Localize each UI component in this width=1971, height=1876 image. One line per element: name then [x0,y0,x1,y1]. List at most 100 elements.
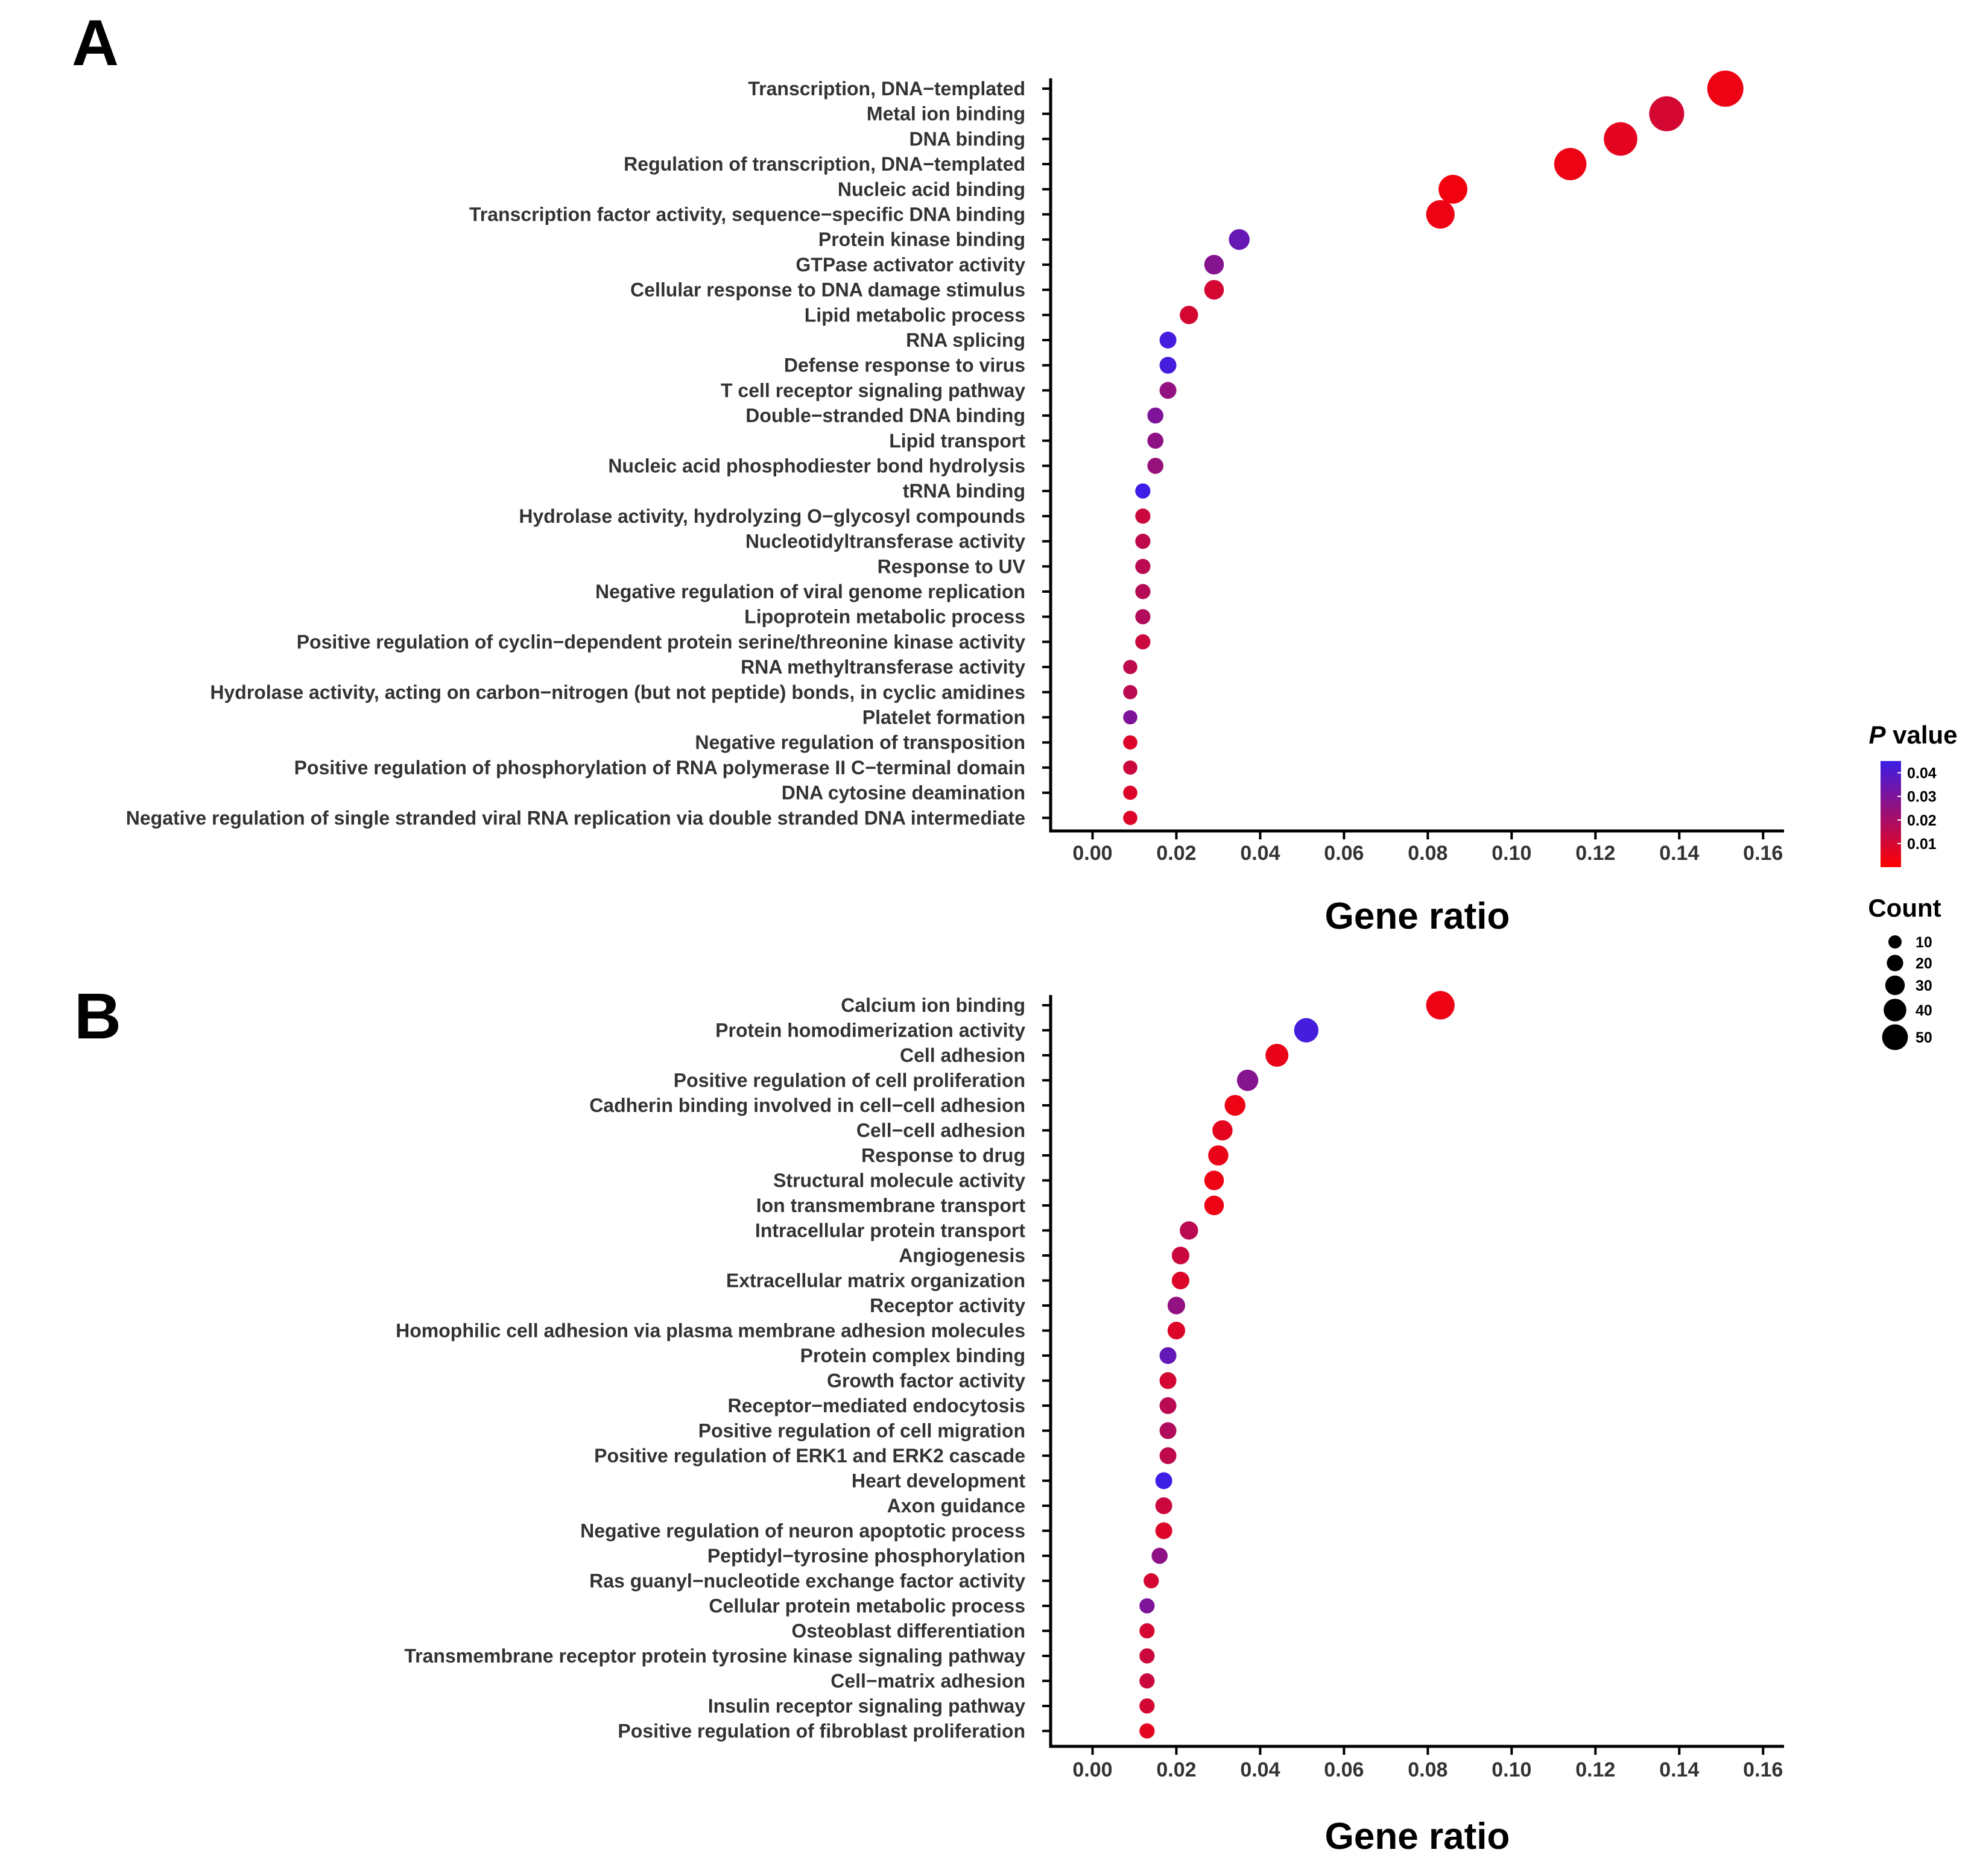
data-point [1123,810,1137,826]
term-label: Positive regulation of fibroblast prolif… [618,1720,1025,1742]
x-tick-label: 0.12 [1575,1758,1615,1781]
pvalue-colorbar [1881,761,1901,867]
term-label: Negative regulation of neuron apoptotic … [580,1520,1025,1542]
term-label: Metal ion binding [867,103,1025,125]
count-legend-dot [1887,955,1903,971]
x-tick-label: 0.10 [1492,1758,1531,1781]
data-point [1147,432,1164,449]
data-point [1208,1145,1229,1166]
panel-letter: B [74,979,121,1052]
x-tick-label: 0.02 [1156,842,1196,865]
data-point [1155,1472,1172,1489]
data-point [1604,122,1637,156]
term-label: Positive regulation of ERK1 and ERK2 cas… [594,1445,1025,1467]
term-label: Hydrolase activity, hydrolyzing O−glycos… [519,505,1025,527]
data-point [1438,174,1467,204]
term-label: Transmembrane receptor protein tyrosine … [404,1645,1025,1667]
x-tick-label: 0.16 [1743,1758,1783,1781]
data-point [1159,356,1177,374]
term-label: Ion transmembrane transport [756,1195,1026,1216]
data-point [1139,1698,1155,1714]
data-point [1159,1397,1177,1414]
term-label: Response to UV [878,555,1026,577]
term-label: Positive regulation of cell migration [698,1420,1025,1442]
data-point [1236,1069,1259,1091]
term-label: Lipoprotein metabolic process [744,606,1025,628]
x-tick-label: 0.08 [1408,1758,1447,1781]
data-point [1151,1547,1168,1564]
data-point [1159,1347,1177,1364]
data-point [1123,735,1137,750]
x-tick-label: 0.14 [1659,842,1699,865]
data-point [1159,332,1177,349]
x-tick-label: 0.06 [1324,1758,1364,1781]
term-label: DNA binding [909,128,1025,150]
data-point [1155,1497,1172,1514]
data-point [1265,1043,1289,1067]
term-label: Angiogenesis [899,1245,1025,1266]
term-label: Heart development [852,1470,1025,1492]
data-point [1171,1271,1190,1290]
data-point [1204,1170,1224,1190]
term-label: Cellular protein metabolic process [709,1595,1025,1617]
x-tick-label: 0.04 [1240,842,1280,865]
term-label: Protein complex binding [800,1345,1025,1366]
x-tick-label: 0.12 [1575,842,1615,865]
data-point [1135,609,1151,625]
panel-a: A 0.00 0.02 0.04 0.06 0.08 0.10 0.12 0.14 0.16 Gen… [72,6,1784,937]
data-point [1135,558,1151,574]
data-point [1167,1321,1186,1340]
term-label: Lipid metabolic process [805,304,1025,326]
term-label: Defense response to virus [784,355,1025,376]
count-legend-title: Count [1868,894,1941,922]
data-point [1707,71,1744,107]
term-label: Receptor−mediated endocytosis [728,1395,1025,1416]
data-point [1135,584,1151,599]
term-label: Cadherin binding involved in cell−cell a… [589,1094,1025,1116]
term-label: Cellular response to DNA damage stimulus [630,279,1025,301]
term-label: Cell adhesion [900,1044,1025,1066]
panels: A 0.00 0.02 0.04 0.06 0.08 0.10 0.12 0.14 0.16 Gen… [72,6,1784,1857]
term-label: Hydrolase activity, acting on carbon−nit… [210,681,1025,703]
data-point [1224,1094,1245,1116]
data-point [1180,1221,1198,1240]
data-point [1167,1296,1186,1315]
term-label: tRNA binding [903,480,1025,502]
data-point [1155,1522,1172,1540]
count-legend-dot [1884,999,1906,1022]
x-tick-label: 0.04 [1240,1758,1280,1781]
term-label: RNA methyltransferase activity [741,656,1025,678]
panel-letter: A [72,6,119,79]
count-legend-label: 10 [1916,934,1932,951]
term-label: Nucleic acid phosphodiester bond hydroly… [608,455,1025,477]
term-label: Positive regulation of cyclin−dependent … [297,631,1026,652]
term-label: Positive regulation of cell proliferatio… [674,1070,1025,1091]
data-point [1135,533,1151,549]
data-point [1139,1723,1155,1739]
term-label: Nucleic acid binding [838,178,1025,200]
data-point [1123,660,1137,674]
term-label: Transcription factor activity, sequence−… [469,204,1025,226]
term-label: Platelet formation [862,707,1025,728]
term-label: Structural molecule activity [773,1170,1025,1192]
count-legend-label: 50 [1916,1029,1932,1046]
data-point [1294,1018,1319,1043]
data-point [1139,1648,1155,1664]
x-tick-label: 0.00 [1072,1758,1112,1781]
term-label: GTPase activator activity [796,254,1025,276]
x-axis-title: Gene ratio [1325,895,1510,937]
term-label: Lipid transport [889,430,1025,452]
count-legend-label: 20 [1916,955,1932,972]
data-point [1123,785,1137,800]
term-label: Peptidyl−tyrosine phosphorylation [707,1545,1025,1567]
term-label: Negative regulation of transposition [695,731,1025,753]
data-point [1123,685,1137,700]
data-point [1159,1447,1177,1464]
data-point [1554,148,1587,180]
term-label: Receptor activity [870,1295,1025,1316]
x-axis-title: Gene ratio [1325,1816,1510,1857]
colorbar-tick-label: 0.04 [1907,765,1937,782]
data-point [1123,760,1137,775]
term-label: Positive regulation of phosphorylation o… [294,757,1025,779]
